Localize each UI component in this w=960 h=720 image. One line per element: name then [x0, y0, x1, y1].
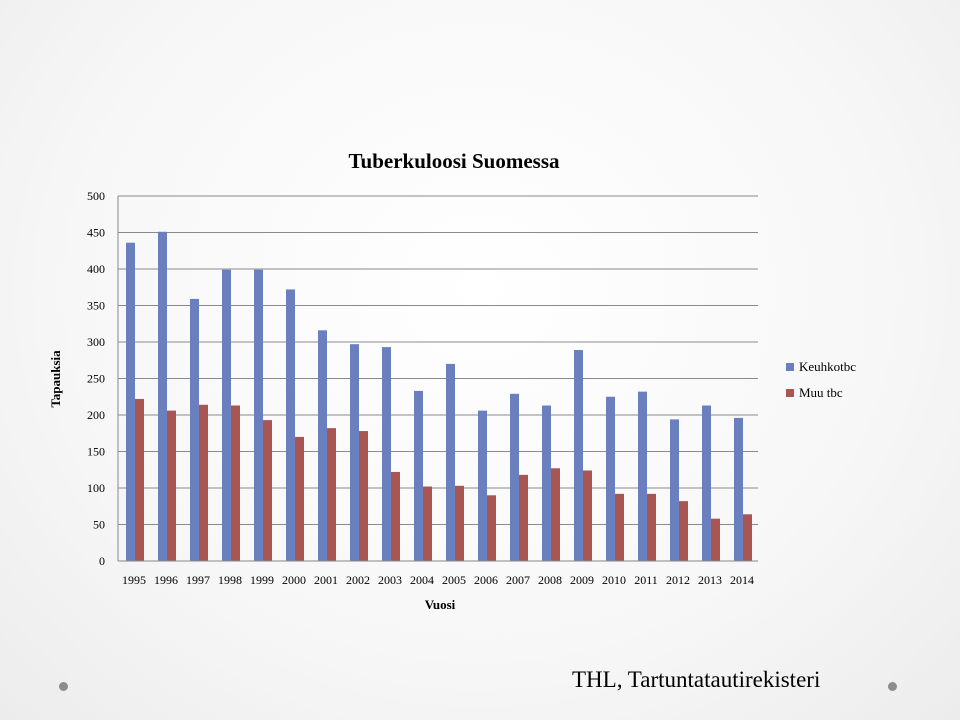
bar-muu-tbc-1997: [199, 404, 208, 561]
bar-muu-tbc-2004: [423, 486, 432, 561]
bar-muu-tbc-2012: [679, 501, 688, 561]
x-tick-label: 2008: [538, 573, 562, 587]
slide-dot-right: [888, 682, 897, 691]
bar-muu-tbc-2008: [551, 468, 560, 561]
bar-muu-tbc-2009: [583, 470, 592, 561]
bar-muu-tbc-2002: [359, 431, 368, 561]
y-axis-title: Tapauksia: [48, 350, 63, 408]
bar-keuhkotbc-2011: [638, 391, 647, 561]
y-axis-ticks: 0 50 100 150 200 250 300 350 400 450 500: [87, 189, 105, 568]
bar-keuhkotbc-2003: [382, 347, 391, 561]
x-tick-label: 2000: [282, 573, 306, 587]
x-tick-label: 1996: [154, 573, 178, 587]
bar-keuhkotbc-2012: [670, 419, 679, 561]
bar-keuhkotbc-1996: [158, 231, 167, 561]
bar-keuhkotbc-2006: [478, 410, 487, 561]
bar-keuhkotbc-2005: [446, 363, 455, 561]
y-tick-label: 250: [87, 372, 105, 386]
source-text: THL, Tartuntatautirekisteri: [572, 667, 821, 692]
bar-muu-tbc-2013: [711, 518, 720, 561]
bar-muu-tbc-2006: [487, 495, 496, 561]
bar-keuhkotbc-1999: [254, 269, 263, 561]
bar-keuhkotbc-1997: [190, 298, 199, 561]
y-tick-label: 500: [87, 189, 105, 203]
x-tick-label: 2005: [442, 573, 466, 587]
chart-title: Tuberkuloosi Suomessa: [348, 149, 560, 173]
bar-keuhkotbc-2013: [702, 405, 711, 561]
y-tick-label: 0: [99, 554, 105, 568]
bar-muu-tbc-2014: [743, 514, 752, 561]
bar-muu-tbc-2007: [519, 474, 528, 561]
bar-keuhkotbc-2009: [574, 350, 583, 561]
legend: Keuhkotbc Muu tbc: [786, 359, 856, 400]
x-tick-label: 2004: [410, 573, 434, 587]
bar-muu-tbc-1996: [167, 410, 176, 561]
y-tick-label: 200: [87, 408, 105, 422]
y-tick-label: 50: [93, 518, 105, 532]
legend-swatch: [786, 363, 794, 371]
x-tick-label: 2013: [698, 573, 722, 587]
x-tick-label: 2009: [570, 573, 594, 587]
legend-label: Muu tbc: [799, 385, 843, 400]
bar-keuhkotbc-1995: [126, 242, 135, 561]
x-tick-label: 2011: [634, 573, 658, 587]
y-tick-label: 400: [87, 262, 105, 276]
x-tick-label: 2010: [602, 573, 626, 587]
bar-keuhkotbc-2010: [606, 396, 615, 561]
bar-keuhkotbc-2000: [286, 289, 295, 561]
y-tick-label: 450: [87, 226, 105, 240]
x-tick-label: 1995: [122, 573, 146, 587]
y-tick-label: 350: [87, 299, 105, 313]
x-tick-label: 2006: [474, 573, 498, 587]
bar-muu-tbc-2000: [295, 436, 304, 561]
x-axis-ticks: 1995 1996 1997 1998 1999 2000 2001 2002 2003 2004…: [122, 573, 754, 587]
x-tick-label: 1997: [186, 573, 210, 587]
x-tick-label: 2007: [506, 573, 530, 587]
bar-muu-tbc-2003: [391, 471, 400, 561]
y-tick-label: 100: [87, 481, 105, 495]
bar-keuhkotbc-2014: [734, 417, 743, 561]
bar-keuhkotbc-2002: [350, 344, 359, 561]
legend-swatch: [786, 389, 794, 397]
bar-muu-tbc-2005: [455, 485, 464, 561]
x-tick-label: 2014: [730, 573, 754, 587]
y-tick-label: 150: [87, 445, 105, 459]
bars: [126, 231, 752, 561]
x-tick-label: 2003: [378, 573, 402, 587]
bar-keuhkotbc-2001: [318, 330, 327, 561]
slide-dot-left: [59, 682, 68, 691]
bar-keuhkotbc-2004: [414, 390, 423, 561]
bar-muu-tbc-1995: [135, 398, 144, 561]
x-tick-label: 2012: [666, 573, 690, 587]
legend-label: Keuhkotbc: [799, 359, 856, 374]
bar-keuhkotbc-2008: [542, 405, 551, 561]
x-tick-label: 2001: [314, 573, 338, 587]
bar-muu-tbc-2011: [647, 493, 656, 561]
bar-muu-tbc-2010: [615, 493, 624, 561]
y-tick-label: 300: [87, 335, 105, 349]
x-axis-title: Vuosi: [425, 597, 456, 612]
gridlines: [118, 195, 758, 525]
x-tick-label: 1998: [218, 573, 242, 587]
bar-keuhkotbc-1998: [222, 269, 231, 561]
x-tick-label: 2002: [346, 573, 370, 587]
bar-muu-tbc-1998: [231, 405, 240, 561]
bar-keuhkotbc-2007: [510, 393, 519, 561]
x-tick-label: 1999: [250, 573, 274, 587]
bar-muu-tbc-1999: [263, 420, 272, 561]
bar-muu-tbc-2001: [327, 428, 336, 561]
